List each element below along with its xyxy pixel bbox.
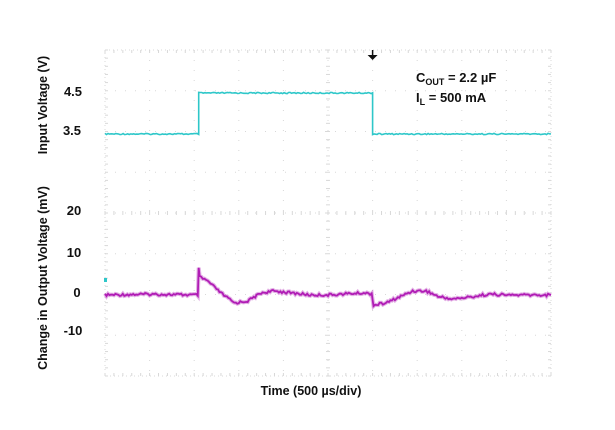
y-tick-20: 20 <box>67 203 81 218</box>
grid <box>104 49 552 377</box>
annotation-il: IL = 500 mA <box>416 90 487 107</box>
channel-ground-marker <box>104 278 107 282</box>
input-voltage-trace <box>104 91 552 136</box>
input-y-ticks: 4.5 3.5 <box>63 84 82 138</box>
y-tick-3-5: 3.5 <box>63 123 81 138</box>
y-tick-minus-10: -10 <box>64 323 83 338</box>
x-axis-title: Time (500 µs/div) <box>261 384 362 398</box>
output-voltage-trace <box>104 267 552 309</box>
output-y-ticks: 20 10 0 -10 <box>64 203 83 338</box>
svg-text:IL = 500 mA: IL = 500 mA <box>416 90 487 107</box>
annotation-cout: COUT = 2.2 µF <box>416 70 496 87</box>
trigger-marker <box>367 50 378 60</box>
trigger-arrow-icon <box>367 55 378 60</box>
traces <box>103 91 552 311</box>
svg-text:COUT = 2.2 µF: COUT = 2.2 µF <box>416 70 496 87</box>
y-tick-10: 10 <box>67 245 81 260</box>
input-y-axis-title: Input Voltage (V) <box>36 56 50 154</box>
y-tick-4-5: 4.5 <box>64 84 82 99</box>
output-y-axis-title: Change in Output Voltage (mV) <box>36 186 50 370</box>
y-tick-0: 0 <box>73 285 80 300</box>
